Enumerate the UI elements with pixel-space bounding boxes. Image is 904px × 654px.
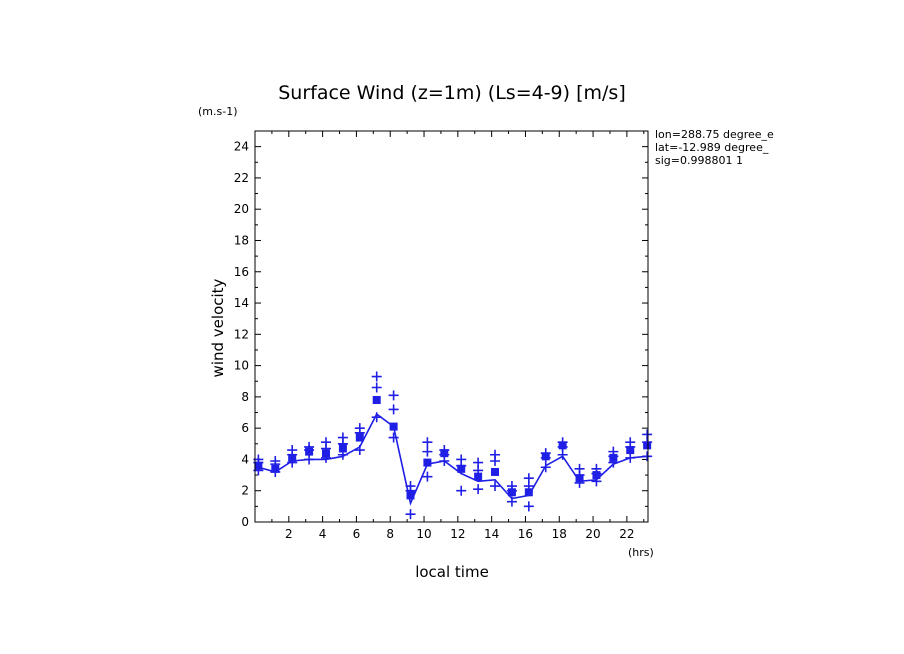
- y-tick-label: 8: [241, 390, 249, 404]
- plus-marker: [473, 465, 484, 476]
- plus-marker: [540, 452, 551, 463]
- y-tick-label: 6: [241, 421, 249, 435]
- plus-marker: [490, 481, 501, 492]
- x-tick-label: 22: [619, 527, 634, 541]
- plus-marker: [320, 452, 331, 463]
- y-tick-label: 18: [234, 233, 249, 247]
- y-tick-label: 4: [241, 452, 249, 466]
- plus-marker: [337, 438, 348, 449]
- plus-marker: [456, 485, 467, 496]
- plus-marker: [557, 449, 568, 460]
- x-tick-label: 8: [386, 527, 394, 541]
- plus-marker: [625, 441, 636, 452]
- square-marker: [389, 422, 398, 431]
- plus-marker: [439, 456, 450, 467]
- plus-marker: [371, 412, 382, 423]
- y-tick-label: 24: [234, 140, 249, 154]
- plus-marker: [625, 452, 636, 463]
- series-line: [258, 412, 648, 506]
- plus-marker: [422, 471, 433, 482]
- plus-marker: [591, 476, 602, 487]
- plus-marker: [388, 432, 399, 443]
- x-tick-label: 14: [484, 527, 499, 541]
- square-marker: [524, 488, 533, 497]
- plus-marker: [523, 501, 534, 512]
- y-tick-label: 2: [241, 484, 249, 498]
- plus-marker: [523, 481, 534, 492]
- annotation-lat: lat=-12.989 degree_: [655, 141, 769, 154]
- plus-marker: [270, 466, 281, 477]
- plus-marker: [405, 509, 416, 520]
- annotation-sig: sig=0.998801 1: [655, 154, 743, 167]
- plus-marker: [642, 437, 653, 448]
- x-tick-label: 16: [518, 527, 533, 541]
- plus-marker: [354, 427, 365, 438]
- plus-marker: [371, 382, 382, 393]
- y-tick-label: 16: [234, 265, 249, 279]
- plus-marker: [371, 371, 382, 382]
- annotation-lon: lon=288.75 degree_e: [655, 128, 774, 141]
- location-annotations: lon=288.75 degree_e lat=-12.989 degree_ …: [655, 128, 774, 167]
- y-tick-label: 0: [241, 515, 249, 529]
- plus-marker: [506, 485, 517, 496]
- plus-marker: [456, 460, 467, 471]
- plus-marker: [287, 457, 298, 468]
- plus-marker: [506, 496, 517, 507]
- plus-marker: [642, 451, 653, 462]
- x-tick-label: 20: [585, 527, 600, 541]
- x-tick-label: 6: [353, 527, 361, 541]
- y-tick-label: 12: [234, 327, 249, 341]
- x-tick-label: 18: [552, 527, 567, 541]
- square-marker: [491, 467, 500, 476]
- y-tick-label: 10: [234, 359, 249, 373]
- plus-marker: [490, 456, 501, 467]
- annotation-clip: [779, 128, 904, 168]
- plus-marker: [540, 462, 551, 473]
- plus-marker: [354, 445, 365, 456]
- square-marker: [372, 396, 381, 405]
- plus-marker: [388, 404, 399, 415]
- plus-marker: [320, 443, 331, 454]
- y-tick-label: 22: [234, 171, 249, 185]
- data-marks: [253, 371, 653, 520]
- plus-marker: [422, 446, 433, 457]
- plus-marker: [337, 449, 348, 460]
- y-tick-label: 14: [234, 296, 249, 310]
- plus-marker: [405, 485, 416, 496]
- plus-marker: [574, 477, 585, 488]
- plus-marker: [304, 454, 315, 465]
- chart-title: Surface Wind (z=1m) (Ls=4-9) [m/s]: [278, 82, 626, 104]
- y-tick-label: 20: [234, 202, 249, 216]
- plus-marker: [388, 390, 399, 401]
- plus-marker: [304, 445, 315, 456]
- plot-frame: [254, 130, 649, 523]
- x-tick-label: 10: [416, 527, 431, 541]
- square-marker: [423, 458, 432, 467]
- y-axis-label: wind velocity: [209, 278, 227, 377]
- plus-marker: [422, 437, 433, 448]
- x-tick-label: 12: [450, 527, 465, 541]
- x-tick-label: 2: [285, 527, 293, 541]
- plus-marker: [608, 457, 619, 468]
- x-axis-label: local time: [415, 563, 489, 581]
- y-unit-label: (m.s-1): [198, 105, 238, 118]
- x-unit-label: (hrs): [628, 546, 654, 559]
- square-marker: [474, 472, 483, 481]
- x-tick-label: 4: [319, 527, 327, 541]
- plus-marker: [473, 484, 484, 495]
